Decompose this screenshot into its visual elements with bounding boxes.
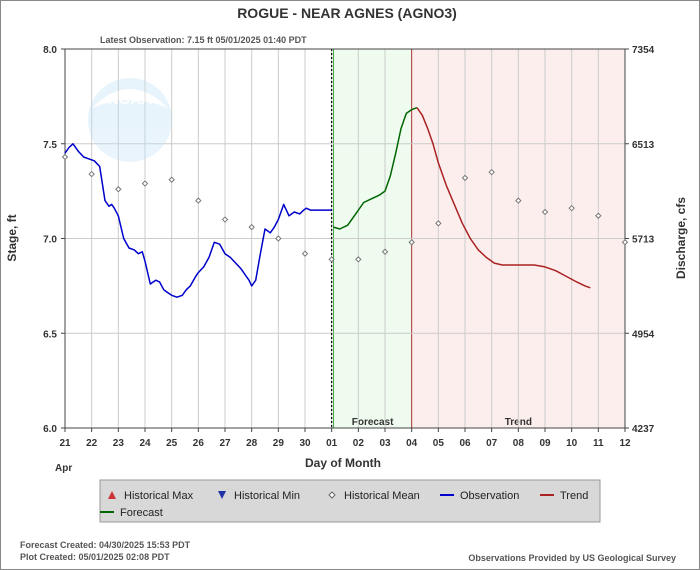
x-tick-label: 30 — [299, 438, 311, 449]
historical-mean-point — [115, 186, 122, 193]
x-tick-label: 06 — [459, 438, 471, 449]
historical-mean-point — [621, 239, 629, 246]
x-tick-label: 05 — [433, 438, 445, 449]
forecast-series-line — [333, 106, 418, 230]
x-tick-label: 27 — [219, 438, 231, 449]
legend-item-label: Forecast — [120, 507, 163, 519]
historical-mean-point — [221, 216, 229, 223]
legend-item-label: Trend — [560, 490, 588, 502]
historical-mean-point — [275, 235, 282, 242]
x-tick-label: 04 — [406, 438, 418, 449]
x-tick-label: 11 — [593, 438, 604, 449]
noaa-logo-watermark: NOAA — [88, 78, 172, 162]
historical-mean-icon — [328, 491, 336, 499]
historical-mean-point — [435, 220, 442, 227]
y-tick-label: 6.0 — [43, 424, 57, 435]
x-tick-label: 25 — [166, 438, 178, 449]
x-tick-label: 01 — [326, 438, 338, 449]
legend: Historical Max Historical Min Historical M… — [99, 479, 601, 523]
x-tick-label: 21 — [59, 438, 71, 449]
historical-mean-point — [595, 212, 602, 219]
y-tick-label: 8.0 — [43, 45, 57, 56]
historical-mean-point — [541, 208, 549, 216]
trend-series-line — [416, 107, 591, 289]
svg-text:NOAA: NOAA — [108, 91, 152, 108]
x-tick-label: 08 — [513, 438, 525, 449]
x-tick-label: 09 — [539, 438, 551, 449]
forecast-created: Forecast Created: 04/30/2025 15:53 PDT — [20, 540, 191, 550]
y2-tick-label: 6513 — [632, 140, 655, 151]
data-credit: Observations Provided by US Geological S… — [468, 553, 676, 563]
x-tick-label: 24 — [139, 438, 151, 449]
y-axis-title: Stage, ft — [5, 214, 19, 261]
historical-mean-point — [88, 170, 95, 178]
observation-series-line — [64, 143, 332, 298]
historical-mean-point — [355, 256, 362, 263]
historical-mean-point — [488, 168, 495, 176]
chart-title: ROGUE - NEAR AGNES (AGNO3) — [237, 5, 457, 21]
y-tick-label: 7.5 — [43, 140, 57, 151]
historical-max-icon — [108, 491, 116, 499]
historical-mean-point — [61, 153, 69, 161]
historical-mean-point — [328, 256, 335, 263]
y-tick-label: 6.5 — [43, 329, 57, 340]
y-tick-label: 7.0 — [43, 235, 57, 246]
y2-tick-label: 4237 — [632, 424, 655, 435]
historical-min-icon — [218, 491, 226, 499]
legend-item-label: Historical Min — [234, 490, 300, 502]
historical-mean-point — [568, 204, 575, 212]
x-tick-label: 07 — [486, 438, 498, 449]
historical-mean-point — [301, 250, 309, 257]
x-tick-label: 26 — [193, 438, 205, 449]
x-tick-label: 22 — [86, 438, 98, 449]
historical-mean-point — [195, 197, 202, 204]
x-tick-label: 10 — [566, 438, 578, 449]
historical-mean-point — [461, 174, 469, 182]
historical-mean-point — [408, 239, 415, 246]
y2-tick-label: 4954 — [632, 329, 655, 340]
y2-tick-label: 7354 — [632, 45, 655, 56]
legend-item-label: Historical Max — [124, 490, 194, 502]
x-tick-label: 23 — [113, 438, 125, 449]
x-tick-label: 28 — [246, 438, 258, 449]
y2-tick-label: 5713 — [632, 235, 655, 246]
x-tick-label: 29 — [273, 438, 285, 449]
latest-observation: Latest Observation: 7.15 ft 05/01/2025 0… — [100, 35, 307, 45]
historical-mean-point — [381, 248, 389, 255]
x-month-label: Apr — [55, 463, 72, 474]
x-tick-label: 12 — [619, 438, 631, 449]
region-label-forecast: Forecast — [352, 417, 394, 428]
historical-mean-point — [168, 176, 175, 183]
y2-axis-title: Discharge, cfs — [674, 197, 688, 279]
x-axis-title: Day of Month — [305, 456, 381, 470]
x-tick-label: 02 — [353, 438, 365, 449]
historical-mean-point — [141, 180, 149, 187]
historical-mean-point — [515, 197, 522, 204]
historical-mean-point — [248, 223, 255, 231]
legend-item-label: Historical Mean — [344, 490, 420, 502]
x-tick-label: 03 — [379, 438, 391, 449]
legend-box — [99, 479, 601, 523]
plot-created: Plot Created: 05/01/2025 02:08 PDT — [20, 552, 170, 562]
legend-item-label: Observation — [460, 490, 519, 502]
